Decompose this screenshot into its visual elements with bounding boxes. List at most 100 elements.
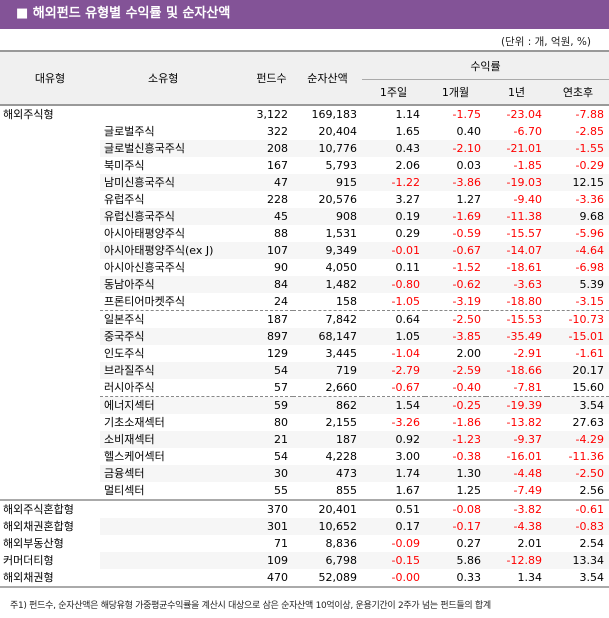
cell-ytd: -2.50 [547, 465, 609, 482]
cell-major [0, 208, 100, 225]
cell-major: 해외부동산형 [3, 537, 64, 550]
cell-m1: 1.27 [456, 193, 482, 206]
cell-nav: 3,445 [325, 347, 358, 360]
cell-nav: 10,776 [293, 140, 362, 157]
cell-w1: -1.04 [391, 347, 420, 360]
cell-nav: 5,793 [325, 159, 358, 172]
cell-nav: 9,349 [293, 242, 362, 259]
cell-count: 30 [250, 465, 293, 482]
cell-count: 57 [274, 381, 288, 394]
cell-minor: 일본주식 [100, 310, 250, 328]
cell-nav: 20,576 [318, 193, 358, 206]
cell-major [0, 362, 100, 379]
cell-m1: 2.00 [456, 347, 482, 360]
cell-major [0, 431, 100, 448]
cell-w1: -0.09 [391, 537, 420, 550]
header-nav: 순자산액 [293, 51, 362, 105]
cell-count: 54 [250, 362, 293, 379]
cell-major [0, 482, 100, 500]
cell-ytd: -3.15 [575, 295, 604, 308]
cell-m1: -1.86 [452, 416, 481, 429]
page-title: ■ 해외펀드 유형별 수익률 및 순자산액 [0, 0, 609, 29]
cell-count: 301 [250, 518, 293, 535]
cell-minor: 러시아주식 [104, 381, 155, 394]
cell-ytd: -4.64 [547, 242, 609, 259]
cell-w1: 0.64 [362, 310, 425, 328]
cell-minor [100, 499, 250, 518]
cell-nav: 719 [293, 362, 362, 379]
cell-w1: 1.65 [395, 125, 421, 138]
cell-nav: 4,050 [325, 261, 358, 274]
table-row: 금융섹터 30 473 1.74 1.30 -4.48 -2.50 [0, 465, 609, 482]
cell-minor: 글로벌주식 [104, 125, 155, 138]
cell-m1: -1.69 [425, 208, 486, 225]
table-row: 프론티어마켓주식 24 158 -1.05 -3.19 -18.80 -3.15 [0, 293, 609, 311]
cell-w1: -0.80 [362, 276, 425, 293]
cell-nav: 68,147 [293, 328, 362, 345]
cell-count: 55 [274, 484, 288, 497]
cell-m1: -0.08 [425, 499, 486, 518]
table-row: 동남아주식 84 1,482 -0.80 -0.62 -3.63 5.39 [0, 276, 609, 293]
cell-w1: 1.67 [395, 484, 421, 497]
header-count: 펀드수 [250, 51, 293, 105]
cell-y1: -18.66 [486, 362, 547, 379]
cell-major: 해외채권형 [3, 571, 54, 584]
cell-y1: -3.63 [486, 276, 547, 293]
cell-nav: 1,482 [293, 276, 362, 293]
cell-count: 71 [274, 537, 288, 550]
cell-y1: -23.04 [506, 108, 542, 121]
cell-major [0, 242, 100, 259]
cell-ytd: -4.29 [547, 431, 609, 448]
cell-major [0, 259, 100, 276]
cell-minor: 아시아신흥국주식 [104, 261, 185, 274]
cell-count: 167 [267, 159, 288, 172]
header-ytd: 연초후 [547, 79, 609, 105]
cell-count: 90 [274, 261, 288, 274]
cell-m1: -0.17 [425, 518, 486, 535]
cell-ytd: 2.56 [579, 484, 605, 497]
table-row: 글로벌주식 322 20,404 1.65 0.40 -6.70 -2.85 [0, 123, 609, 140]
cell-major [0, 293, 100, 311]
cell-minor: 동남아주식 [100, 276, 250, 293]
header-major: 대유형 [0, 51, 100, 105]
cell-major [0, 397, 100, 415]
table-row: 유럽신흥국주식 45 908 0.19 -1.69 -11.38 9.68 [0, 208, 609, 225]
cell-y1: -15.57 [506, 227, 542, 240]
cell-m1: -3.86 [425, 174, 486, 191]
cell-minor: 인도주식 [104, 347, 145, 360]
cell-count: 24 [274, 295, 288, 308]
cell-count: 45 [250, 208, 293, 225]
cell-minor [100, 552, 250, 569]
cell-w1: 0.17 [362, 518, 425, 535]
cell-count: 109 [250, 552, 293, 569]
cell-w1: -1.22 [362, 174, 425, 191]
cell-w1: 0.19 [362, 208, 425, 225]
cell-m1: -2.59 [425, 362, 486, 379]
table-row: 유럽주식 228 20,576 3.27 1.27 -9.40 -3.36 [0, 191, 609, 208]
table-row: 에너지섹터 59 862 1.54 -0.25 -19.39 3.54 [0, 396, 609, 415]
cell-nav: 4,228 [325, 450, 358, 463]
cell-m1: -1.23 [425, 431, 486, 448]
cell-y1: -6.70 [513, 125, 542, 138]
table-row: 북미주식 167 5,793 2.06 0.03 -1.85 -0.29 [0, 157, 609, 174]
cell-count: 54 [274, 450, 288, 463]
cell-minor: 헬스케어섹터 [104, 450, 165, 463]
cell-major [0, 191, 100, 208]
cell-w1: 1.74 [362, 465, 425, 482]
cell-minor: 소비재섹터 [100, 431, 250, 448]
cell-count: 129 [267, 347, 288, 360]
cell-ytd: 5.39 [547, 276, 609, 293]
table-row: 아시아신흥국주식 90 4,050 0.11 -1.52 -18.61 -6.98 [0, 259, 609, 276]
cell-y1: -15.53 [486, 310, 547, 328]
cell-m1: -3.85 [425, 328, 486, 345]
cell-y1: -13.82 [506, 416, 542, 429]
cell-ytd: -0.83 [547, 518, 609, 535]
header-1y: 1년 [486, 79, 547, 105]
cell-w1: -0.67 [391, 381, 420, 394]
cell-m1: 1.30 [425, 465, 486, 482]
header-1w: 1주일 [362, 79, 425, 105]
cell-w1: 1.54 [362, 396, 425, 414]
cell-y1: -11.38 [486, 208, 547, 225]
cell-nav: 158 [336, 295, 357, 308]
cell-minor: 멀티섹터 [104, 484, 145, 497]
